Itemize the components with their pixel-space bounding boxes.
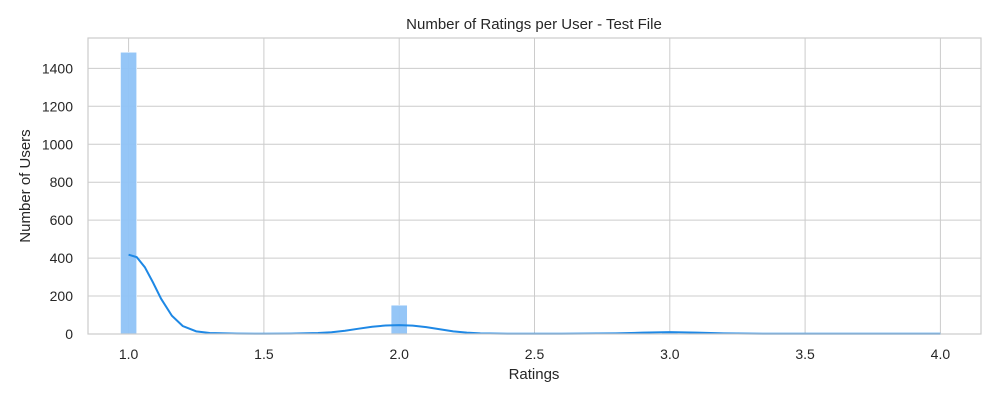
x-tick-label: 3.0	[660, 346, 680, 362]
x-tick-labels: 1.0 1.5 2.0 2.5 3.0 3.5 4.0	[119, 346, 950, 362]
y-tick-label: 800	[50, 174, 74, 190]
y-tick-label: 1400	[42, 60, 73, 76]
plot-frame	[87, 37, 982, 335]
y-tick-labels: 0 200 400 600 800 1000 1200 1400	[42, 60, 73, 342]
kde-curve	[128, 253, 941, 335]
grid-lines	[88, 38, 981, 335]
y-tick-label: 600	[50, 212, 74, 228]
y-tick-label: 1200	[42, 98, 73, 114]
x-tick-label: 2.0	[389, 346, 409, 362]
x-tick-label: 3.5	[795, 346, 815, 362]
x-tick-label: 2.5	[525, 346, 545, 362]
chart-title: Number of Ratings per User - Test File	[406, 16, 662, 33]
y-tick-label: 1000	[42, 136, 73, 152]
y-tick-label: 0	[65, 326, 73, 342]
x-tick-label: 1.5	[254, 346, 274, 362]
x-tick-label: 1.0	[119, 346, 139, 362]
y-tick-label: 400	[50, 250, 74, 266]
y-tick-label: 200	[50, 288, 74, 304]
x-tick-label: 4.0	[931, 346, 951, 362]
histogram-bar	[390, 304, 408, 335]
x-axis-label: Ratings	[509, 366, 560, 383]
y-axis-label: Number of Users	[17, 129, 34, 242]
histogram-bar	[120, 51, 138, 335]
